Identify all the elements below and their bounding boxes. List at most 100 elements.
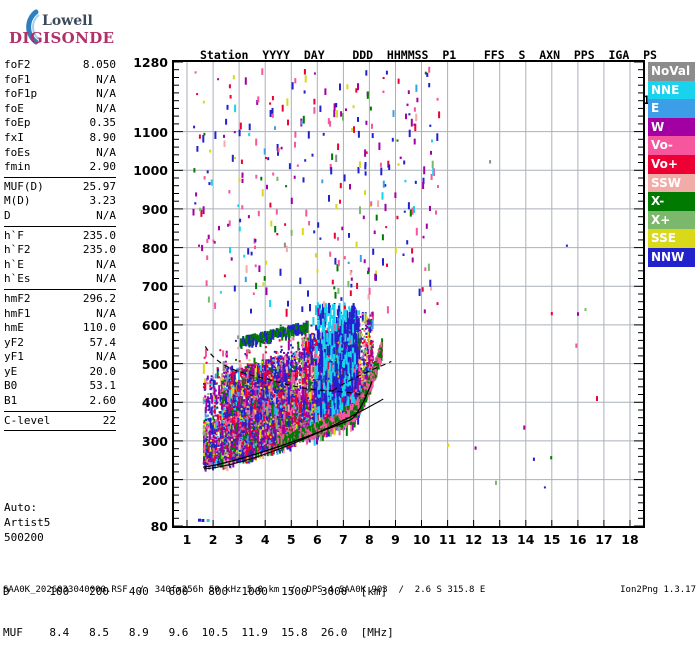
- param-name: hmF1: [4, 307, 31, 322]
- legend-item-vo[interactable]: Vo+: [648, 155, 695, 174]
- x-tick-label: 4: [261, 532, 270, 547]
- legend-item-x[interactable]: X+: [648, 211, 695, 230]
- param-group-divider: [4, 430, 116, 431]
- param-name: MUF(D): [4, 180, 44, 195]
- param-name: yF2: [4, 336, 24, 351]
- param-value: 296.2: [83, 292, 116, 307]
- param-value: 235.0: [83, 229, 116, 244]
- param-name: yF1: [4, 350, 24, 365]
- param-value: N/A: [96, 307, 116, 322]
- legend-item-vo[interactable]: Vo-: [648, 136, 695, 155]
- x-tick-label: 18: [621, 532, 638, 547]
- param-name: foF2: [4, 58, 31, 73]
- param-value: N/A: [96, 87, 116, 102]
- x-tick-label: 6: [313, 532, 322, 547]
- param-row-fof1p: foF1p N/A: [4, 87, 116, 102]
- x-tick-label: 13: [491, 532, 508, 547]
- x-tick-label: 3: [235, 532, 244, 547]
- param-value: N/A: [96, 350, 116, 365]
- x-tick-label: 11: [439, 532, 456, 547]
- param-row-foep: foEp 0.35: [4, 116, 116, 131]
- legend-item-sse[interactable]: SSE: [648, 229, 695, 248]
- param-name: foE: [4, 102, 24, 117]
- y-tick-label: 1100: [133, 125, 168, 140]
- ionogram-plot-area: [172, 60, 645, 528]
- file-info-footer: SAA0K_2026033040000.RSF / 340fx256h 50 k…: [3, 585, 485, 595]
- param-group-divider: [4, 411, 116, 412]
- param-name: foF1: [4, 73, 31, 88]
- legend-item-ssw[interactable]: SSW: [648, 174, 695, 193]
- y-tick-label: 1000: [133, 163, 168, 178]
- param-row-yf1: yF1 N/A: [4, 350, 116, 365]
- logo-text-digisonde: DIGISONDE: [9, 29, 115, 47]
- legend-item-nne[interactable]: NNE: [648, 81, 695, 100]
- param-row-hes: h`Es N/A: [4, 272, 116, 287]
- x-tick-label: 12: [465, 532, 482, 547]
- legend-item-e[interactable]: E: [648, 99, 695, 118]
- ionogram-canvas: [172, 60, 645, 528]
- param-name: foEs: [4, 146, 31, 161]
- param-name: fxI: [4, 131, 24, 146]
- y-tick-label: 300: [142, 434, 168, 449]
- param-name: foEp: [4, 116, 31, 131]
- param-name: B1: [4, 394, 17, 409]
- x-tick-label: 5: [287, 532, 296, 547]
- y-tick-label: 700: [142, 279, 168, 294]
- muf-distance-table: D 100 200 400 600 800 1000 1500 3000 [km…: [3, 558, 394, 653]
- param-value: N/A: [96, 73, 116, 88]
- legend-item-x[interactable]: X-: [648, 192, 695, 211]
- param-row-mufd: MUF(D)25.97: [4, 180, 116, 195]
- param-value: 3.23: [90, 194, 117, 209]
- param-name: C-level: [4, 414, 50, 429]
- param-name: h`Es: [4, 272, 31, 287]
- param-value: N/A: [96, 146, 116, 161]
- param-row-ye: yE 20.0: [4, 365, 116, 380]
- legend-item-nnw[interactable]: NNW: [648, 248, 695, 267]
- param-value: 2.60: [90, 394, 117, 409]
- lowell-digisonde-logo: Lowell DIGISONDE: [6, 6, 124, 48]
- param-group-divider: [4, 289, 116, 290]
- param-value: 0.35: [90, 116, 117, 131]
- param-value: 20.0: [90, 365, 117, 380]
- software-version-label: Ion2Png 1.3.17: [620, 585, 696, 595]
- muf-table-muf-row: MUF 8.4 8.5 8.9 9.6 10.5 11.9 15.8 26.0 …: [3, 626, 394, 640]
- logo-text-lowell: Lowell: [42, 13, 93, 29]
- y-tick-label: 600: [142, 318, 168, 333]
- param-name: h`F2: [4, 243, 31, 258]
- param-name: foF1p: [4, 87, 37, 102]
- legend-item-w[interactable]: W: [648, 118, 695, 137]
- auto-info-line: 500200: [4, 530, 50, 545]
- x-tick-label: 1: [183, 532, 192, 547]
- param-name: fmin: [4, 160, 31, 175]
- param-value: N/A: [96, 272, 116, 287]
- x-tick-label: 14: [517, 532, 534, 547]
- auto-info-line: Auto:: [4, 500, 50, 515]
- param-name: hmF2: [4, 292, 31, 307]
- y-tick-label: 400: [142, 395, 168, 410]
- x-tick-label: 7: [339, 532, 348, 547]
- param-row-b1: B1 2.60: [4, 394, 116, 409]
- x-tick-label: 2: [209, 532, 218, 547]
- param-name: M(D): [4, 194, 31, 209]
- param-row-hmf1: hmF1 N/A: [4, 307, 116, 322]
- param-name: yE: [4, 365, 17, 380]
- param-value: 53.1: [90, 379, 117, 394]
- param-name: h`E: [4, 258, 24, 273]
- param-value: N/A: [96, 209, 116, 224]
- y-tick-label: 200: [142, 473, 168, 488]
- param-row-fof1: foF1 N/A: [4, 73, 116, 88]
- auto-info-line: Artist5: [4, 515, 50, 530]
- legend-item-noval[interactable]: NoVal: [648, 62, 695, 81]
- param-name: h`F: [4, 229, 24, 244]
